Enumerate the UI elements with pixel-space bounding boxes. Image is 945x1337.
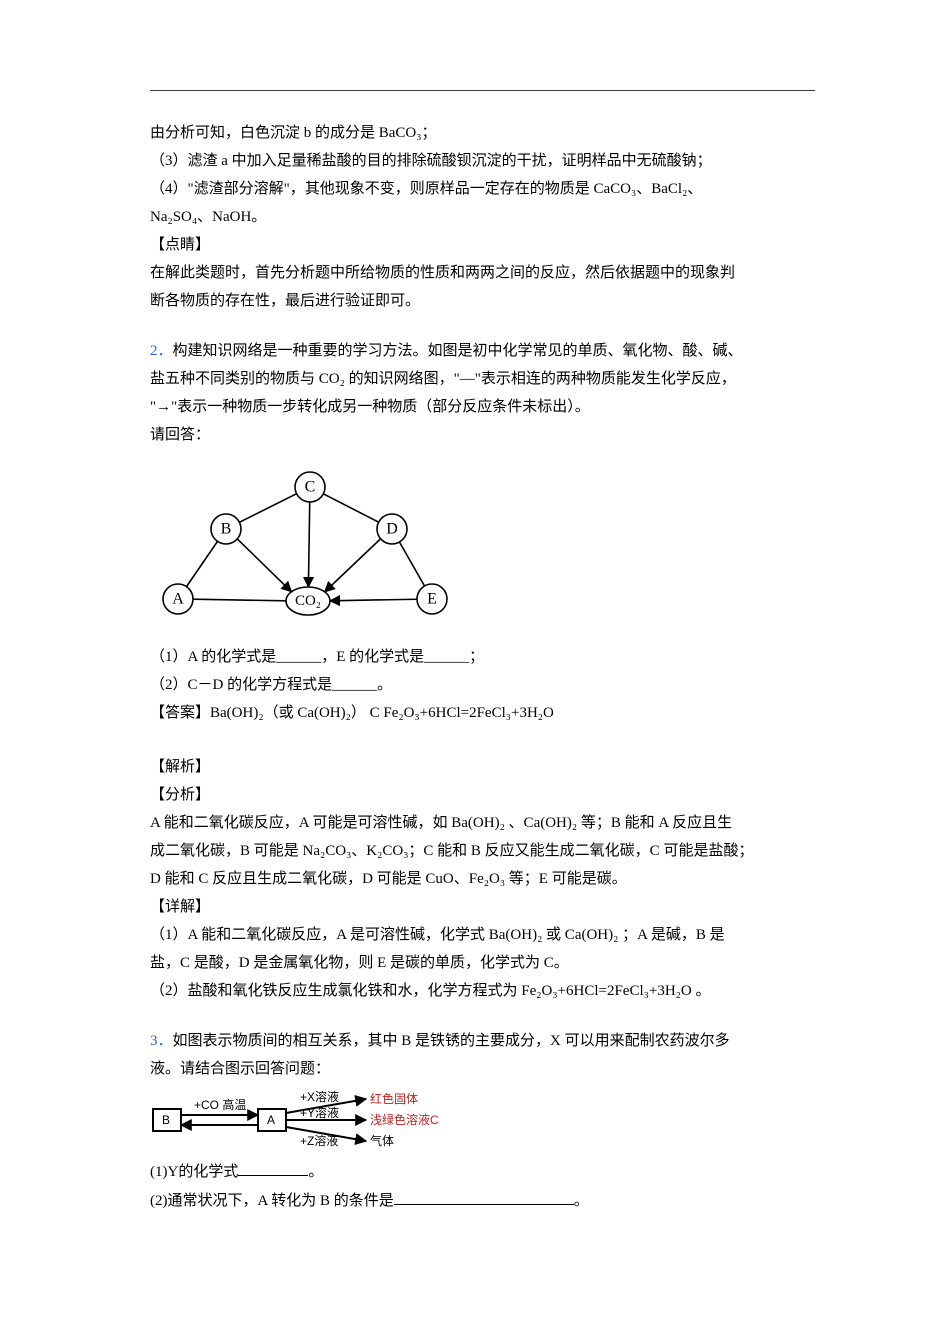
q2-sub2: （2）C－D 的化学方程式是______。 — [150, 671, 815, 699]
svg-text:C: C — [305, 479, 316, 496]
q2-xiangjie-label: 【详解】 — [150, 893, 815, 921]
q2-diagram: A B C D E CO₂ — [150, 463, 815, 633]
q3-stem1: 如图表示物质间的相互关系，其中 B 是铁锈的主要成分，X 可以用来配制农药波尔多 — [173, 1033, 730, 1049]
blank-1 — [238, 1157, 308, 1176]
q3-diagram: B +CO 高温 A +X溶液 红色固体 +Y溶液 浅绿色溶液C +Z溶液 气体 — [150, 1089, 815, 1151]
b1-line4: Na₂SO₄、NaOH。 — [150, 203, 815, 231]
svg-text:气体: 气体 — [370, 1133, 394, 1148]
q3-sub1-suffix: 。 — [308, 1164, 323, 1180]
spacer — [150, 315, 815, 337]
b1-line1: 由分析可知，白色沉淀 b 的成分是 BaCO₃； — [150, 119, 815, 147]
b1-line3: （4）"滤渣部分溶解"，其他现象不变，则原样品一定存在的物质是 CaCO₃、Ba… — [150, 175, 815, 203]
page-root: 由分析可知，白色沉淀 b 的成分是 BaCO₃； （3）滤渣 a 中加入足量稀盐… — [0, 0, 945, 1275]
q2-number: 2． — [150, 343, 173, 359]
q2-xiangjie-2: 盐，C 是酸，D 是金属氧化物，则 E 是碳的单质，化学式为 C。 — [150, 949, 815, 977]
q3-sub2-suffix: 。 — [574, 1193, 589, 1209]
q2-stem4: 请回答： — [150, 421, 815, 449]
svg-text:A: A — [267, 1113, 275, 1127]
q2-fenxi-2: 成二氧化碳，B 可能是 Na₂CO₃、K₂CO₃；C 能和 B 反应又能生成二氧… — [150, 837, 815, 865]
q2-stem1: 构建知识网络是一种重要的学习方法。如图是初中化学常见的单质、氧化物、酸、碱、 — [173, 343, 743, 359]
q2-stem3: "→"表示一种物质一步转化成另一种物质（部分反应条件未标出）。 — [150, 393, 815, 421]
svg-text:红色固体: 红色固体 — [370, 1091, 418, 1106]
b1-tip-body1: 在解此类题时，首先分析题中所给物质的性质和两两之间的反应，然后依据题中的现象判 — [150, 259, 815, 287]
q2-xiangjie-3: （2）盐酸和氧化铁反应生成氯化铁和水，化学方程式为 Fe₂O₃+6HCl=2Fe… — [150, 977, 815, 1005]
svg-text:D: D — [386, 521, 398, 538]
svg-text:+Y溶液: +Y溶液 — [300, 1105, 339, 1120]
q3-number: 3． — [150, 1033, 173, 1049]
b1-tip-label: 【点睛】 — [150, 231, 815, 259]
svg-text:B: B — [162, 1113, 170, 1127]
q2-fenxi-label: 【分析】 — [150, 781, 815, 809]
answer-body: Ba(OH)₂（或 Ca(OH)₂） C Fe₂O₃+6HCl=2FeCl₃+3… — [210, 705, 554, 721]
q2-fenxi-1: A 能和二氧化碳反应，A 可能是可溶性碱，如 Ba(OH)₂ 、Ca(OH)₂ … — [150, 809, 815, 837]
q2-stem2: 盐五种不同类别的物质与 CO₂ 的知识网络图，"—"表示相连的两种物质能发生化学… — [150, 365, 815, 393]
q3-sub2: (2)通常状况下，A 转化为 B 的条件是 。 — [150, 1186, 815, 1215]
q2-fenxi-3: D 能和 C 反应且生成二氧化碳，D 可能是 CuO、Fe₂O₃ 等；E 可能是… — [150, 865, 815, 893]
flow-diagram-svg: B +CO 高温 A +X溶液 红色固体 +Y溶液 浅绿色溶液C +Z溶液 气体 — [150, 1089, 460, 1151]
q2-xiangjie-1: （1）A 能和二氧化碳反应，A 是可溶性碱，化学式 Ba(OH)₂ 或 Ca(O… — [150, 921, 815, 949]
q3-stem2: 液。请结合图示回答问题： — [150, 1055, 815, 1083]
q3-sub1: (1)Y的化学式 。 — [150, 1157, 815, 1186]
q2-stem-line1: 2．构建知识网络是一种重要的学习方法。如图是初中化学常见的单质、氧化物、酸、碱、 — [150, 337, 815, 365]
b1-tip-body2: 断各物质的存在性，最后进行验证即可。 — [150, 287, 815, 315]
svg-text:B: B — [221, 521, 232, 538]
spacer — [150, 727, 815, 753]
q3-sub1-prefix: (1)Y的化学式 — [150, 1164, 238, 1180]
spacer — [150, 1005, 815, 1027]
blank-2 — [394, 1186, 574, 1205]
svg-text:E: E — [427, 591, 437, 608]
q2-answer: 【答案】Ba(OH)₂（或 Ca(OH)₂） C Fe₂O₃+6HCl=2FeC… — [150, 699, 815, 727]
svg-text:+Z溶液: +Z溶液 — [300, 1133, 338, 1148]
network-diagram-svg: A B C D E CO₂ — [150, 463, 450, 633]
b1-line2: （3）滤渣 a 中加入足量稀盐酸的目的排除硫酸钡沉淀的干扰，证明样品中无硫酸钠； — [150, 147, 815, 175]
svg-text:+X溶液: +X溶液 — [300, 1089, 339, 1104]
q2-sub1: （1）A 的化学式是______，E 的化学式是______； — [150, 643, 815, 671]
q2-jiexi-label: 【解析】 — [150, 753, 815, 781]
q3-stem-line1: 3．如图表示物质间的相互关系，其中 B 是铁锈的主要成分，X 可以用来配制农药波… — [150, 1027, 815, 1055]
svg-text:浅绿色溶液C: 浅绿色溶液C — [370, 1112, 439, 1127]
answer-label: 【答案】 — [150, 705, 210, 721]
top-rule — [150, 90, 815, 91]
q3-sub2-prefix: (2)通常状况下，A 转化为 B 的条件是 — [150, 1193, 394, 1209]
svg-text:+CO 高温: +CO 高温 — [194, 1097, 246, 1112]
svg-text:A: A — [172, 591, 184, 608]
svg-text:CO₂: CO₂ — [295, 593, 321, 609]
